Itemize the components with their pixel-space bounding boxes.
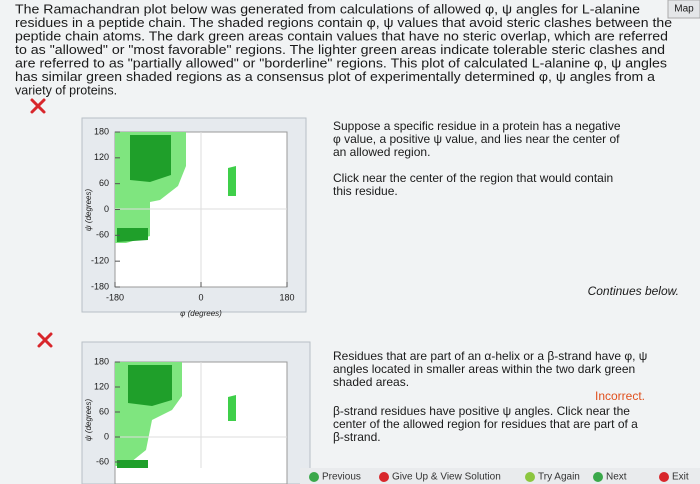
map-tab[interactable] (667, 0, 700, 19)
intro-line: are referred to as "partially allowed" o… (15, 56, 667, 70)
instruction-line: this residue. (333, 184, 398, 198)
instruction-line: Click near the center of the region that… (333, 171, 613, 185)
continues: Continues below. (588, 284, 679, 298)
intro-line: peptide chain atoms. The dark green area… (15, 29, 668, 43)
nav-button[interactable]: Give Up & View Solution (392, 472, 501, 483)
y-tick-label: 120 (94, 152, 109, 162)
intro-line: residues in a peptide chain. The shaded … (15, 16, 672, 30)
feedback: Incorrect. (595, 389, 645, 403)
x-tick-label: 180 (279, 292, 294, 302)
intro-line: has similar green shaded regions as a co… (15, 70, 655, 84)
wrong-mark (30, 98, 46, 114)
intro-line: to as "allowed" or "most favorable" regi… (15, 43, 665, 57)
intro: The Ramachandran plot below was generate… (15, 2, 672, 97)
nav: Previous Give Up & View Solution Try Again… (309, 472, 689, 483)
y-tick-label: -180 (91, 281, 109, 291)
x-tick-label: -180 (106, 292, 124, 302)
allowed-region (128, 365, 172, 406)
x-axis-label: φ (degrees) (180, 309, 222, 318)
y-tick-label: 60 (99, 178, 109, 188)
plot-labels: 180 120 60 0 -60 -120 -180 ψ (degrees) -180 0 180 φ… (84, 126, 294, 466)
y-axis-label: ψ (degrees) (84, 189, 93, 232)
y-tick-label: 180 (94, 126, 109, 136)
question-line: an allowed region. (333, 145, 430, 159)
y-tick-label: 0 (104, 431, 109, 441)
regions (115, 132, 287, 287)
y-tick-label: 180 (94, 356, 109, 366)
nav-icon[interactable] (659, 472, 669, 482)
intro-line: The Ramachandran plot below was generate… (15, 2, 640, 16)
nav-button[interactable]: Try Again (538, 472, 580, 483)
map-tab-label[interactable]: Map (674, 4, 694, 15)
nav-icon[interactable] (309, 472, 319, 482)
question-line: φ value, a positive ψ value, and lies ne… (333, 132, 620, 146)
nav-button[interactable]: Previous (322, 472, 361, 483)
x-tick-label: 0 (198, 292, 203, 302)
intro-line: variety of proteins. (15, 83, 117, 97)
hint-line: center of the allowed region for residue… (333, 417, 638, 431)
y-tick-label: -60 (96, 230, 109, 240)
nav-icon[interactable] (525, 472, 535, 482)
question-line: Residues that are part of an α-helix or … (333, 349, 647, 363)
allowed-region (117, 460, 148, 468)
borderline-region (228, 166, 236, 196)
borderline-region (228, 395, 236, 421)
y-tick-label: 0 (104, 204, 109, 214)
nav-icon[interactable] (379, 472, 389, 482)
y-tick-label: -120 (91, 256, 109, 266)
question-line: shaded areas. (333, 375, 409, 389)
y-tick-label: 120 (94, 381, 109, 391)
y-axis-label: ψ (degrees) (84, 399, 93, 442)
question-line: Suppose a specific residue in a protein … (333, 119, 621, 133)
nav-button[interactable]: Next (606, 472, 627, 483)
nav-icon[interactable] (593, 472, 603, 482)
questions: Suppose a specific residue in a protein … (333, 119, 647, 444)
allowed-region (117, 228, 148, 242)
nav-button[interactable]: Exit (672, 472, 689, 483)
y-tick-label: -60 (96, 456, 109, 466)
y-tick-label: 60 (99, 406, 109, 416)
hint-line: β-strand residues have positive ψ angles… (333, 404, 630, 418)
question-line: angles located in smaller areas within t… (333, 362, 635, 376)
regions (115, 362, 287, 468)
hint-line: β-strand. (333, 430, 381, 444)
allowed-region (130, 135, 171, 182)
wrong-mark (37, 332, 53, 348)
